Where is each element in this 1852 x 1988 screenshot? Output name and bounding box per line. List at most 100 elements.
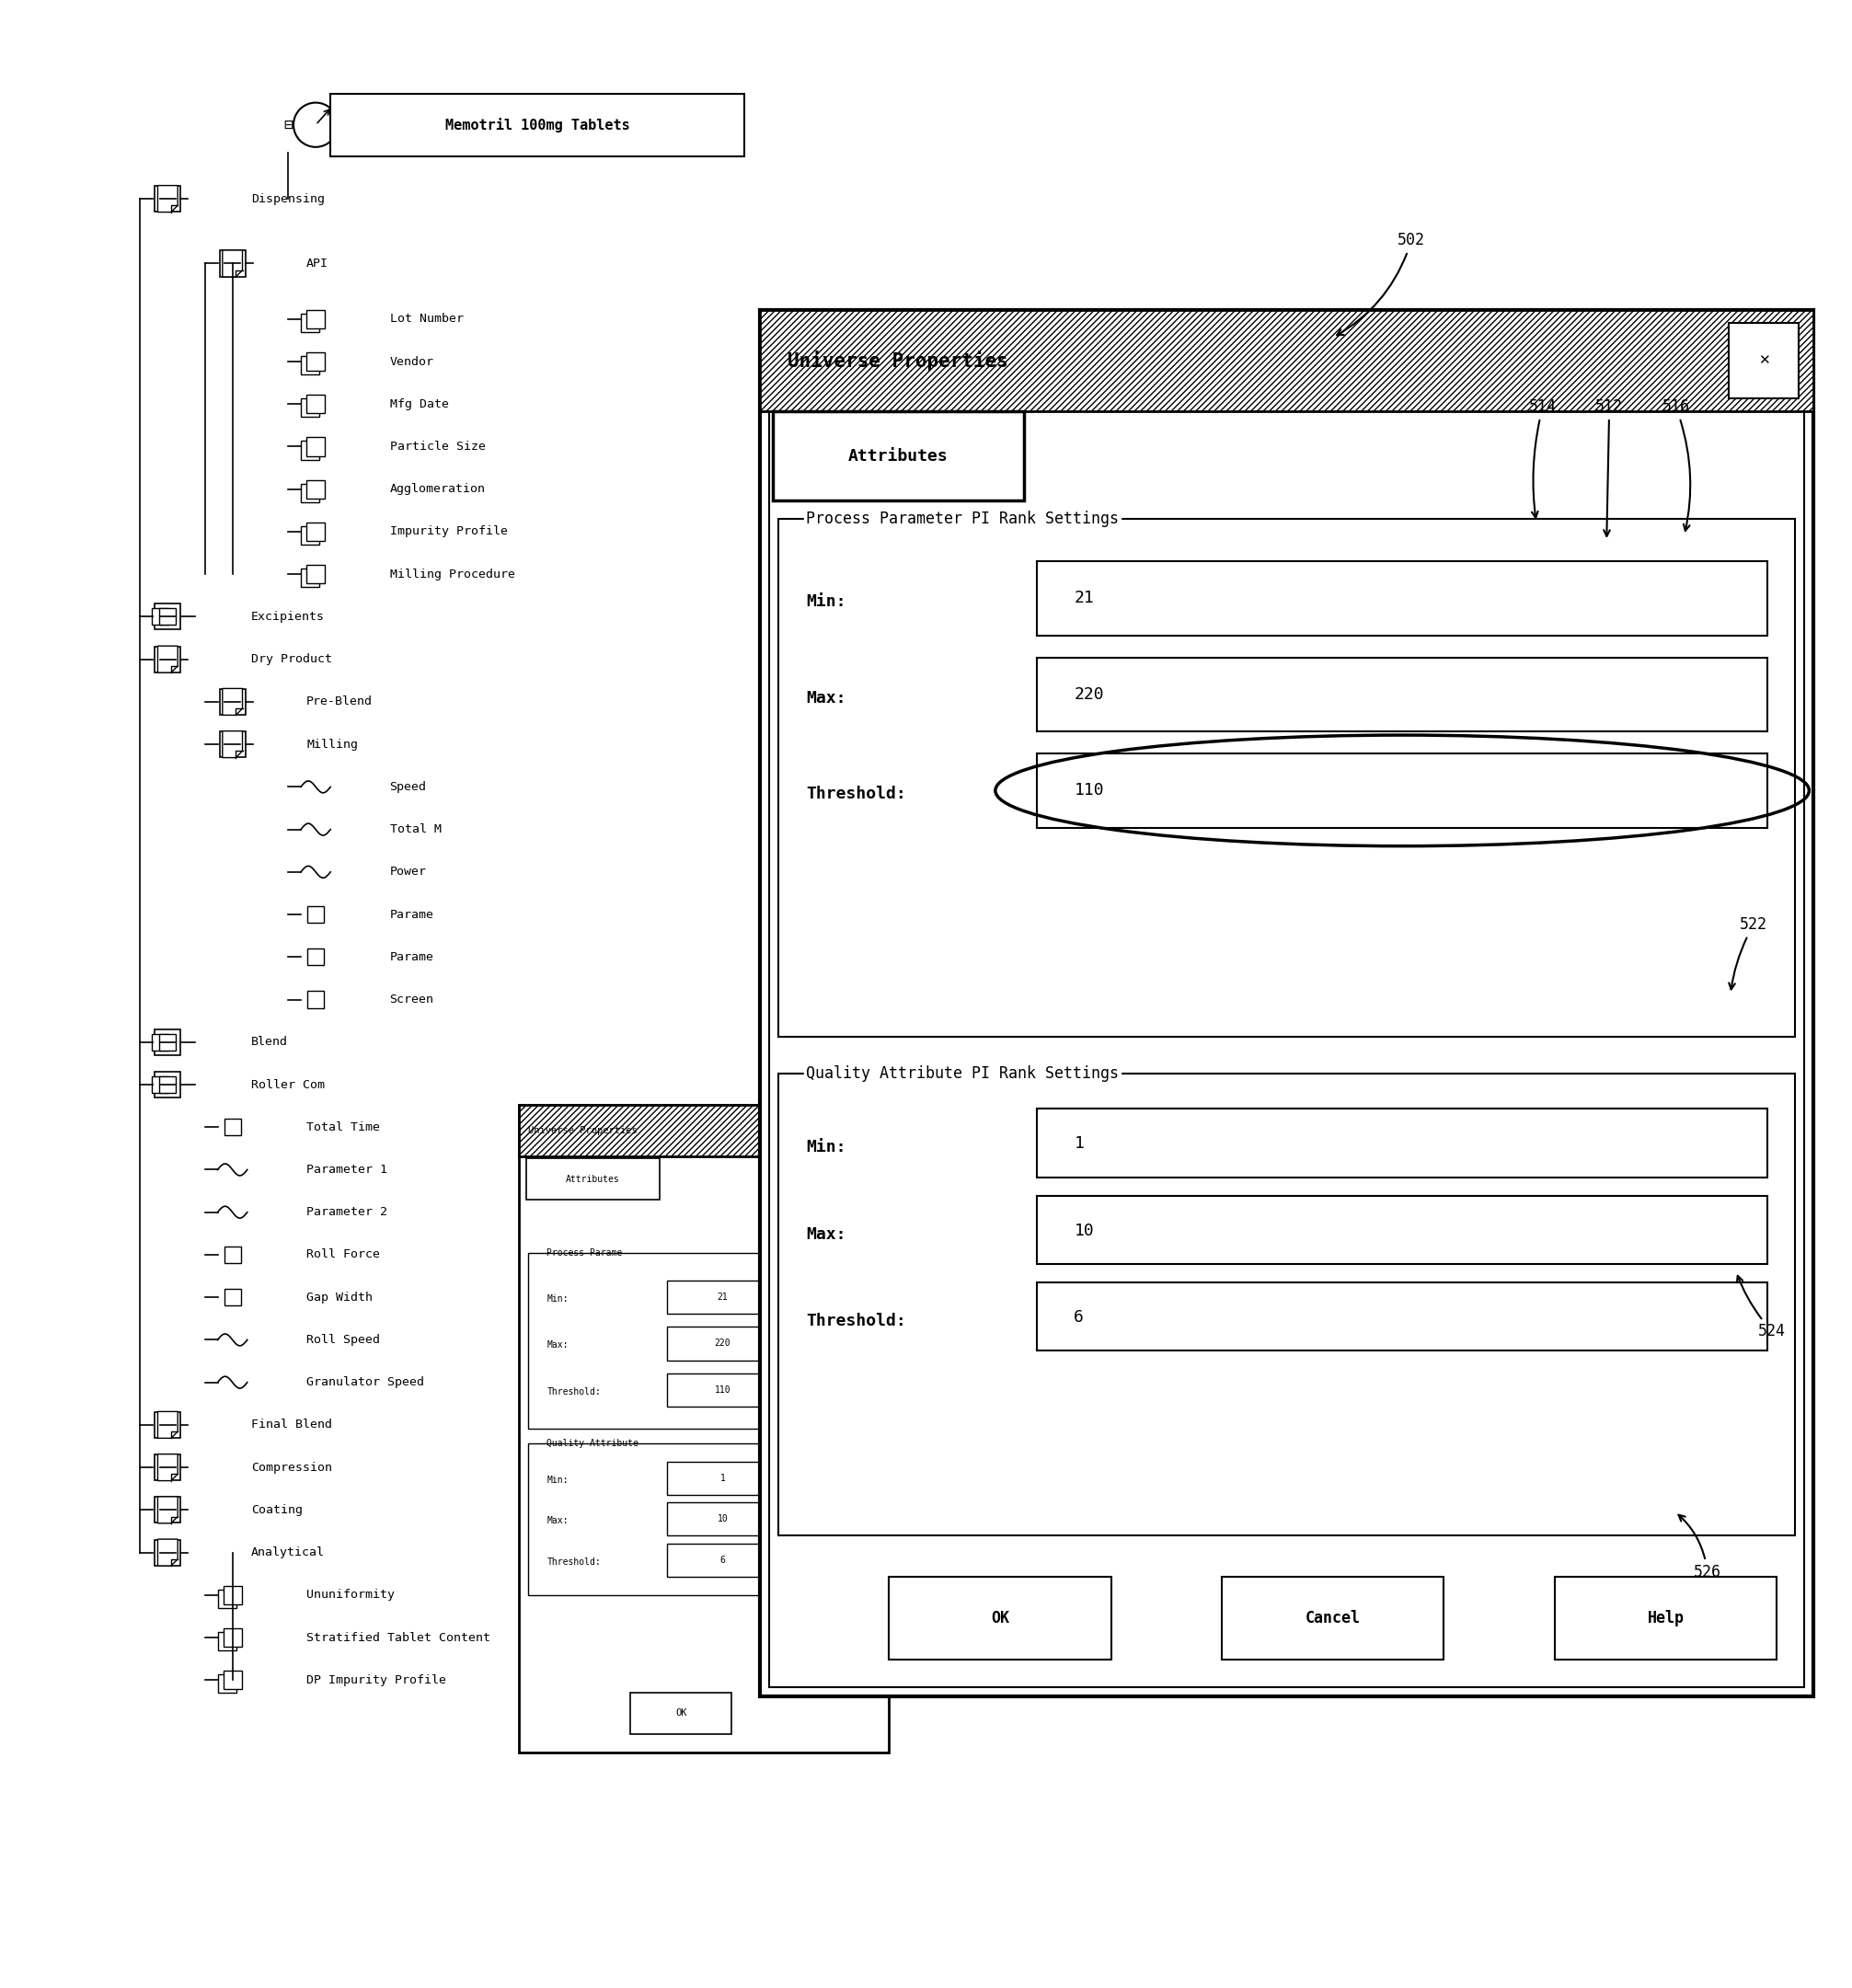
- Text: Threshold:: Threshold:: [806, 1312, 906, 1330]
- Text: Pre-Blend: Pre-Blend: [306, 696, 372, 708]
- Text: Threshold:: Threshold:: [546, 1557, 600, 1567]
- Text: 516: 516: [1661, 398, 1691, 531]
- Bar: [152, 1076, 169, 1093]
- Text: DP Impurity Profile: DP Impurity Profile: [306, 1674, 446, 1686]
- FancyBboxPatch shape: [526, 1159, 659, 1199]
- Bar: [519, 1105, 889, 1157]
- Text: Max:: Max:: [546, 1517, 569, 1525]
- Bar: [156, 1497, 181, 1523]
- Text: 524: 524: [1737, 1276, 1785, 1340]
- Text: Vendor: Vendor: [389, 356, 433, 368]
- Text: Impurity Profile: Impurity Profile: [389, 525, 507, 537]
- Text: Process Parameter PI Rank Settings: Process Parameter PI Rank Settings: [806, 511, 1119, 527]
- Bar: [156, 1539, 181, 1565]
- Text: Mfg Date: Mfg Date: [389, 398, 448, 410]
- Bar: [667, 1503, 778, 1537]
- Text: Excipients: Excipients: [252, 610, 324, 622]
- Bar: [778, 1074, 1795, 1537]
- Bar: [156, 1072, 181, 1097]
- Text: Agglomeration: Agglomeration: [389, 483, 485, 495]
- Bar: [667, 1326, 778, 1360]
- Bar: [848, 1111, 882, 1151]
- Text: Universe Properties: Universe Properties: [528, 1127, 637, 1135]
- Bar: [156, 1455, 181, 1481]
- Polygon shape: [157, 185, 178, 213]
- Polygon shape: [157, 1539, 178, 1567]
- Text: ⊟: ⊟: [283, 117, 293, 133]
- Bar: [769, 318, 1804, 1688]
- Text: 10: 10: [717, 1515, 728, 1523]
- Text: Granulator Speed: Granulator Speed: [306, 1376, 424, 1388]
- Text: Roll Force: Roll Force: [306, 1248, 380, 1260]
- Text: Min:: Min:: [806, 1139, 846, 1155]
- Text: Particle Size: Particle Size: [389, 441, 485, 453]
- Text: Process Parame: Process Parame: [546, 1248, 622, 1258]
- Bar: [159, 1076, 176, 1093]
- Polygon shape: [157, 1411, 178, 1437]
- Bar: [156, 646, 181, 672]
- Bar: [306, 310, 324, 328]
- Bar: [667, 1280, 778, 1314]
- Bar: [300, 356, 319, 374]
- Bar: [306, 565, 324, 582]
- Text: Power: Power: [389, 867, 426, 879]
- Text: Milling Procedure: Milling Procedure: [389, 569, 515, 580]
- Polygon shape: [157, 1497, 178, 1523]
- Text: Total M: Total M: [389, 823, 441, 835]
- Text: ✕: ✕: [1758, 354, 1771, 368]
- Text: API: API: [306, 258, 328, 270]
- Text: 526: 526: [1678, 1515, 1721, 1580]
- Text: Max:: Max:: [806, 690, 846, 706]
- Text: Parameter 2: Parameter 2: [306, 1207, 387, 1219]
- Bar: [224, 1288, 241, 1306]
- Bar: [1037, 1195, 1767, 1264]
- Text: 1: 1: [1074, 1135, 1083, 1153]
- Text: 514: 514: [1530, 398, 1556, 517]
- Text: Blend: Blend: [252, 1036, 287, 1048]
- Bar: [300, 569, 319, 586]
- Text: Dry Product: Dry Product: [252, 654, 332, 666]
- Bar: [300, 398, 319, 417]
- Bar: [300, 527, 319, 545]
- Text: 21: 21: [717, 1292, 728, 1302]
- Bar: [156, 1411, 181, 1437]
- Bar: [307, 907, 324, 922]
- Bar: [667, 1374, 778, 1406]
- Bar: [667, 1461, 778, 1495]
- Bar: [528, 1443, 880, 1594]
- Bar: [224, 1670, 243, 1690]
- Bar: [759, 310, 1813, 1696]
- Bar: [224, 1628, 243, 1646]
- Text: Lot Number: Lot Number: [389, 312, 463, 324]
- Text: Min:: Min:: [546, 1294, 569, 1304]
- Text: Milling: Milling: [306, 738, 357, 749]
- Text: 110: 110: [715, 1386, 732, 1394]
- Bar: [1222, 1576, 1445, 1660]
- Text: Cancel: Cancel: [1306, 1610, 1361, 1626]
- Text: 220: 220: [715, 1338, 732, 1348]
- Text: Stratified Tablet Content: Stratified Tablet Content: [306, 1632, 491, 1644]
- Bar: [1037, 561, 1767, 636]
- Text: ✕: ✕: [861, 1127, 869, 1135]
- Bar: [156, 1030, 181, 1056]
- Bar: [224, 1586, 243, 1604]
- Text: Speed: Speed: [389, 781, 426, 793]
- Bar: [220, 690, 246, 716]
- Text: OK: OK: [991, 1610, 1009, 1626]
- Text: Gap Width: Gap Width: [306, 1292, 372, 1304]
- Bar: [152, 608, 169, 624]
- Bar: [1728, 322, 1798, 398]
- Bar: [159, 1034, 176, 1050]
- Polygon shape: [157, 1453, 178, 1481]
- Bar: [220, 732, 246, 757]
- Polygon shape: [222, 250, 243, 276]
- Bar: [778, 519, 1795, 1036]
- Text: Threshold:: Threshold:: [546, 1388, 600, 1396]
- FancyBboxPatch shape: [330, 93, 745, 157]
- Polygon shape: [157, 646, 178, 672]
- Bar: [759, 310, 1813, 412]
- Bar: [630, 1694, 732, 1734]
- Bar: [528, 1252, 880, 1429]
- Text: 21: 21: [1074, 590, 1095, 606]
- Text: Min:: Min:: [546, 1475, 569, 1485]
